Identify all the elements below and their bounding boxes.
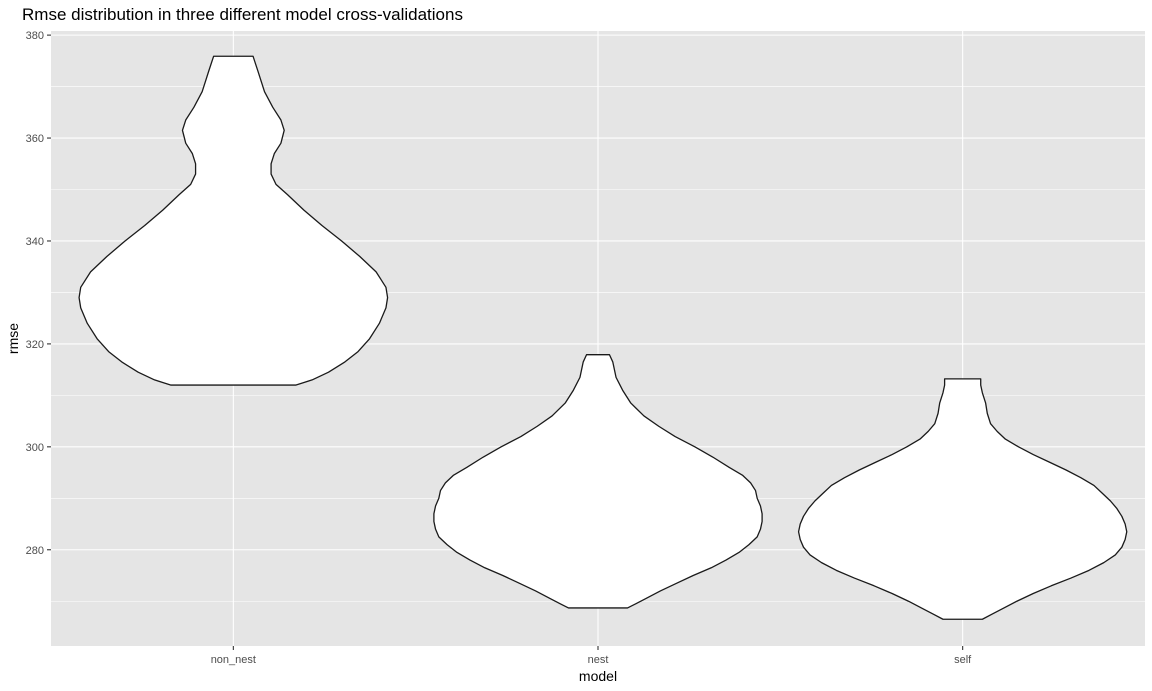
y-tick-label: 320 [26,339,44,351]
y-tick-label: 360 [26,133,44,145]
y-tick-label: 380 [26,30,44,42]
violin-non-nest [78,55,389,386]
x-tick-label: nest [588,654,609,666]
y-tick-label: 300 [26,442,44,454]
y-axis: 280 300 320 340 360 380 [26,30,51,557]
x-tick-label: self [954,654,972,666]
x-axis-title: model [579,668,617,684]
violin-nest [433,354,763,609]
y-tick-label: 280 [26,545,44,557]
x-axis: non_nest nest self [211,646,972,666]
violins [78,55,1128,620]
y-axis-title: rmse [5,323,21,354]
y-tick-label: 340 [26,236,44,248]
x-tick-label: non_nest [211,654,256,666]
violin-self [797,378,1128,620]
chart-title: Rmse distribution in three different mod… [22,5,463,24]
